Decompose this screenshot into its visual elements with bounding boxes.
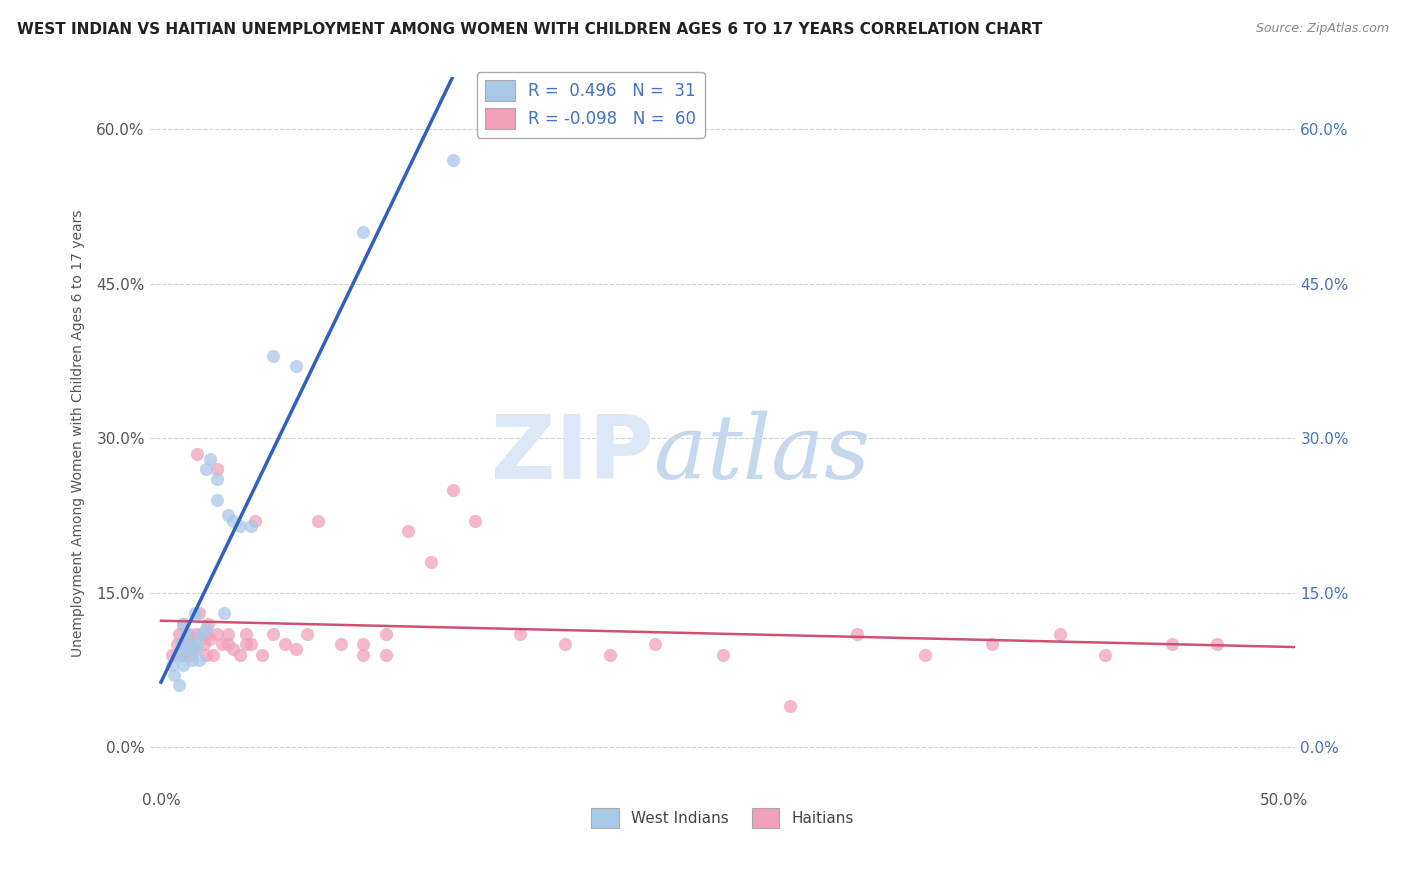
Point [186, 637, 208, 651]
Y-axis label: Unemployment Among Women with Children Ages 6 to 17 years: Unemployment Among Women with Children A… [72, 210, 86, 657]
Point [190, 627, 212, 641]
Point [194, 648, 217, 662]
Point [174, 637, 197, 651]
Point [644, 637, 666, 651]
Point [441, 483, 464, 497]
Point [205, 493, 228, 508]
Point [183, 642, 205, 657]
Point [374, 648, 396, 662]
Point [172, 616, 194, 631]
Point [307, 514, 329, 528]
Point [179, 637, 201, 651]
Point [250, 648, 273, 662]
Point [217, 637, 239, 651]
Point [554, 637, 576, 651]
Point [197, 616, 219, 631]
Point [172, 637, 194, 651]
Point [172, 616, 194, 631]
Text: WEST INDIAN VS HAITIAN UNEMPLOYMENT AMONG WOMEN WITH CHILDREN AGES 6 TO 17 YEARS: WEST INDIAN VS HAITIAN UNEMPLOYMENT AMON… [17, 22, 1042, 37]
Point [183, 627, 205, 641]
Text: ZIP: ZIP [491, 411, 654, 498]
Point [846, 627, 869, 641]
Point [190, 627, 212, 641]
Text: Source: ZipAtlas.com: Source: ZipAtlas.com [1256, 22, 1389, 36]
Point [205, 627, 228, 641]
Point [167, 627, 190, 641]
Point [235, 627, 257, 641]
Point [419, 555, 441, 569]
Point [509, 627, 531, 641]
Point [464, 514, 486, 528]
Point [273, 637, 295, 651]
Point [217, 627, 239, 641]
Point [295, 627, 318, 641]
Point [167, 678, 190, 692]
Point [194, 622, 217, 636]
Point [262, 627, 284, 641]
Point [228, 518, 250, 533]
Point [186, 447, 208, 461]
Point [245, 514, 267, 528]
Point [228, 648, 250, 662]
Point [193, 637, 215, 651]
Point [1160, 637, 1182, 651]
Point [914, 648, 936, 662]
Point [166, 648, 188, 662]
Point [211, 637, 233, 651]
Point [160, 657, 183, 672]
Point [374, 627, 396, 641]
Point [177, 627, 200, 641]
Point [201, 648, 224, 662]
Point [188, 607, 211, 621]
Point [183, 642, 205, 657]
Point [181, 653, 204, 667]
Point [599, 648, 621, 662]
Point [981, 637, 1004, 651]
Point [239, 518, 262, 533]
Point [194, 462, 217, 476]
Point [200, 451, 222, 466]
Point [1094, 648, 1116, 662]
Point [1205, 637, 1227, 651]
Point [160, 648, 183, 662]
Point [179, 648, 201, 662]
Point [222, 642, 245, 657]
Point [262, 349, 284, 363]
Point [1049, 627, 1071, 641]
Point [284, 642, 307, 657]
Point [205, 462, 228, 476]
Point [174, 627, 197, 641]
Point [177, 642, 200, 657]
Point [352, 637, 374, 651]
Point [352, 225, 374, 239]
Point [352, 648, 374, 662]
Point [170, 637, 193, 651]
Point [183, 607, 205, 621]
Point [163, 668, 186, 682]
Legend: West Indians, Haitians: West Indians, Haitians [585, 803, 860, 834]
Point [239, 637, 262, 651]
Point [396, 524, 419, 538]
Point [188, 653, 211, 667]
Point [329, 637, 352, 651]
Text: atlas: atlas [654, 411, 869, 498]
Point [205, 472, 228, 486]
Point [200, 632, 222, 646]
Point [441, 153, 464, 167]
Point [172, 657, 194, 672]
Point [212, 607, 235, 621]
Point [172, 648, 194, 662]
Point [166, 637, 188, 651]
Point [235, 637, 257, 651]
Point [217, 508, 239, 523]
Point [194, 627, 217, 641]
Point [711, 648, 734, 662]
Point [284, 359, 307, 373]
Point [222, 514, 245, 528]
Point [779, 699, 801, 714]
Point [170, 648, 193, 662]
Point [181, 637, 204, 651]
